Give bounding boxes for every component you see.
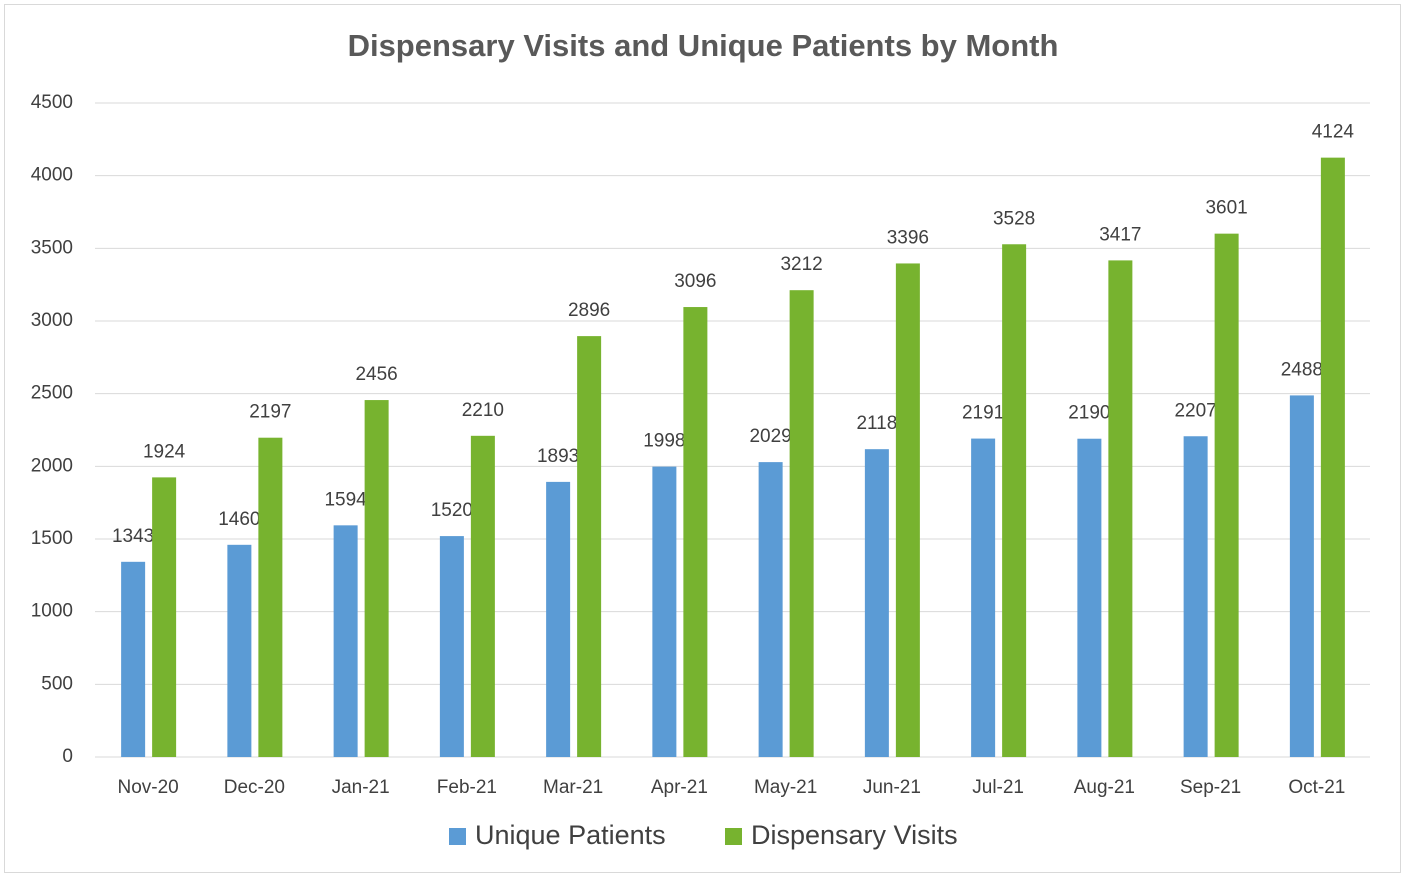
value-label: 3396 bbox=[887, 227, 929, 248]
bar bbox=[333, 525, 358, 757]
value-label: 3601 bbox=[1205, 198, 1247, 219]
bar bbox=[439, 536, 464, 757]
value-label: 2118 bbox=[856, 413, 897, 434]
y-tick-label: 500 bbox=[41, 673, 73, 694]
x-tick-label: Mar-21 bbox=[543, 777, 603, 798]
bar bbox=[258, 437, 283, 757]
value-label: 1343 bbox=[112, 526, 154, 547]
bar bbox=[1289, 395, 1314, 757]
value-label: 1460 bbox=[218, 509, 260, 530]
bar bbox=[895, 263, 920, 757]
bar bbox=[1002, 244, 1027, 757]
y-tick-label: 3500 bbox=[31, 237, 73, 258]
value-label: 1594 bbox=[324, 489, 367, 510]
value-label: 2190 bbox=[1068, 403, 1110, 424]
y-tick-label: 1000 bbox=[31, 601, 73, 622]
bar bbox=[1214, 233, 1239, 757]
bar bbox=[1183, 436, 1208, 757]
bar bbox=[1108, 260, 1133, 757]
bar bbox=[577, 336, 602, 757]
bar bbox=[121, 561, 146, 757]
x-tick-label: Dec-20 bbox=[224, 777, 285, 798]
bar bbox=[864, 449, 889, 757]
value-label: 3417 bbox=[1099, 224, 1141, 245]
value-label: 2456 bbox=[355, 364, 397, 385]
x-tick-label: Jan-21 bbox=[332, 777, 390, 798]
x-tick-label: Nov-20 bbox=[118, 777, 179, 798]
legend-swatch bbox=[725, 828, 742, 845]
y-tick-label: 3000 bbox=[31, 310, 73, 331]
bar bbox=[152, 477, 177, 757]
value-label: 3096 bbox=[674, 271, 716, 292]
x-tick-label: Jun-21 bbox=[863, 777, 921, 798]
value-label: 1924 bbox=[143, 441, 186, 462]
y-tick-label: 4500 bbox=[31, 92, 73, 113]
x-tick-label: Aug-21 bbox=[1074, 777, 1135, 798]
x-tick-label: Oct-21 bbox=[1288, 777, 1345, 798]
legend-swatch bbox=[449, 828, 466, 845]
bar bbox=[683, 307, 708, 757]
y-tick-label: 4000 bbox=[31, 165, 73, 186]
value-label: 1998 bbox=[643, 431, 685, 452]
bar bbox=[789, 290, 814, 757]
bar bbox=[227, 544, 252, 757]
y-tick-label: 2000 bbox=[31, 455, 73, 476]
bar bbox=[364, 400, 389, 757]
bar bbox=[652, 466, 677, 757]
value-label: 2197 bbox=[249, 402, 291, 423]
value-label: 3212 bbox=[780, 254, 822, 275]
value-label: 2191 bbox=[962, 403, 1004, 424]
value-label: 2896 bbox=[568, 300, 610, 321]
value-label: 2207 bbox=[1174, 400, 1216, 421]
bar bbox=[971, 438, 996, 757]
y-tick-label: 1500 bbox=[31, 528, 73, 549]
value-label: 1893 bbox=[537, 446, 579, 467]
x-tick-label: Jul-21 bbox=[972, 777, 1024, 798]
bar bbox=[546, 481, 571, 757]
x-tick-label: Feb-21 bbox=[437, 777, 497, 798]
value-label: 2210 bbox=[462, 400, 504, 421]
value-label: 4124 bbox=[1312, 122, 1355, 143]
value-label: 2488 bbox=[1281, 359, 1323, 380]
x-tick-label: Sep-21 bbox=[1180, 777, 1241, 798]
value-label: 1520 bbox=[431, 500, 473, 521]
value-label: 2029 bbox=[749, 426, 791, 447]
y-tick-label: 0 bbox=[62, 746, 73, 767]
x-tick-label: May-21 bbox=[754, 777, 817, 798]
bar bbox=[758, 462, 783, 757]
bar bbox=[1077, 438, 1102, 757]
value-label: 3528 bbox=[993, 208, 1035, 229]
bar bbox=[1320, 157, 1345, 758]
legend-label: Unique Patients bbox=[475, 820, 666, 850]
bar bbox=[470, 435, 495, 757]
x-tick-label: Apr-21 bbox=[651, 777, 708, 798]
y-tick-label: 2500 bbox=[31, 383, 73, 404]
legend-label: Dispensary Visits bbox=[751, 820, 958, 850]
chart-title: Dispensary Visits and Unique Patients by… bbox=[348, 28, 1059, 63]
